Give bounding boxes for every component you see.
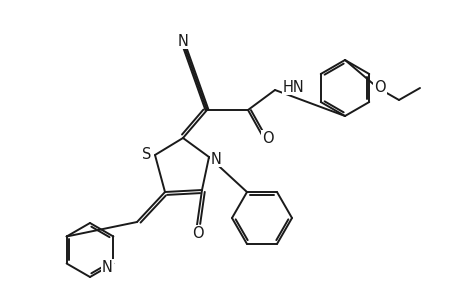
Text: N: N [210,152,221,166]
Text: S: S [142,146,151,161]
Text: O: O [192,226,203,241]
Text: N: N [102,260,112,275]
Text: O: O [262,130,273,146]
Text: O: O [373,80,385,94]
Text: HN: HN [282,80,304,94]
Text: N: N [177,34,188,49]
